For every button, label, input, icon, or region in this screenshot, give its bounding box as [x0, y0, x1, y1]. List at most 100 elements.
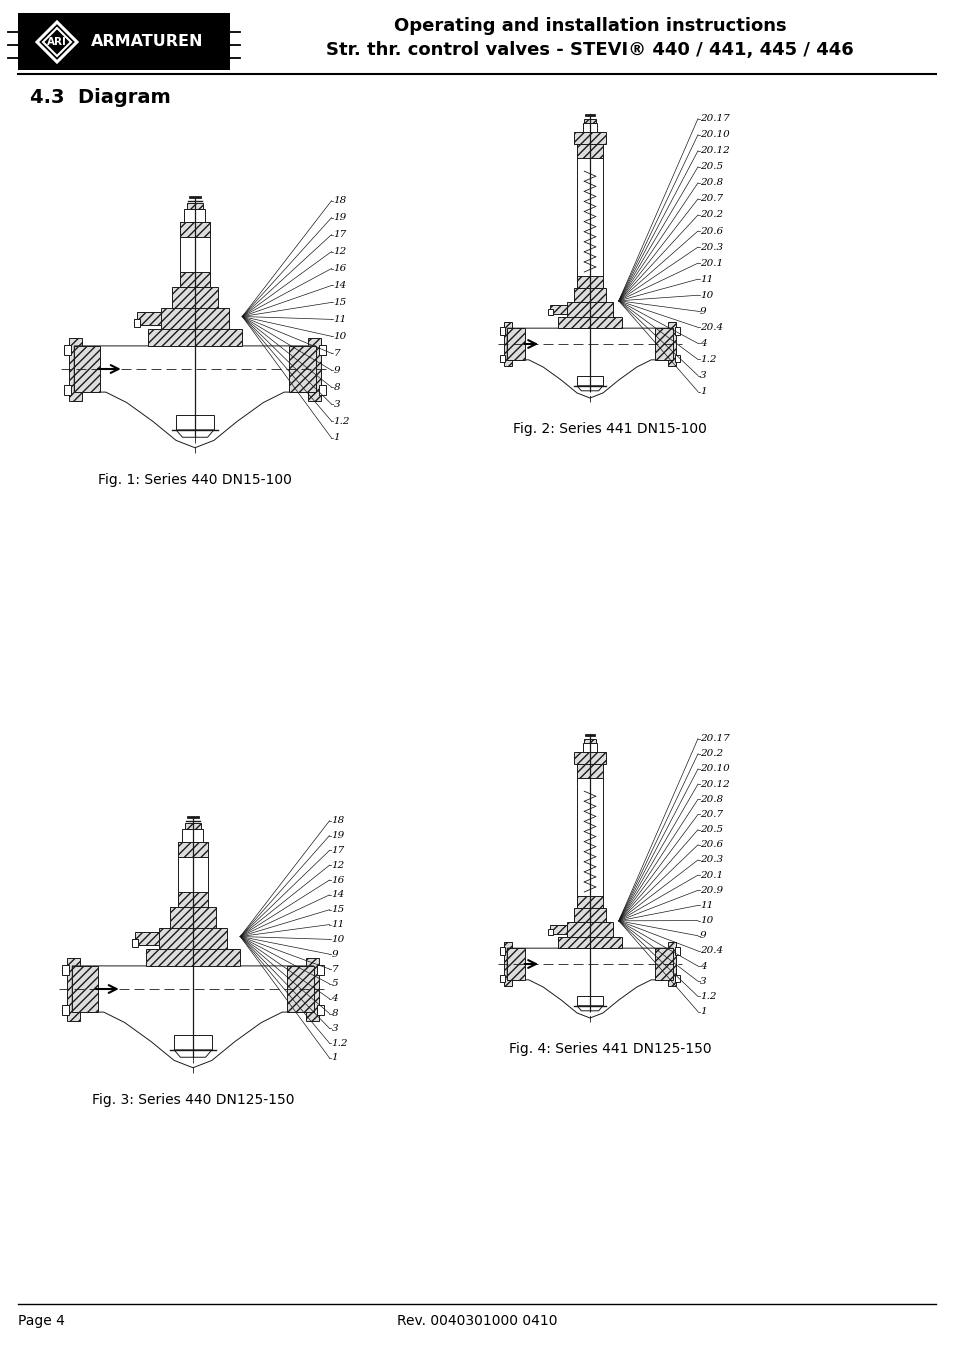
- Polygon shape: [161, 308, 229, 330]
- Bar: [582, 743, 597, 751]
- Polygon shape: [185, 823, 201, 830]
- Text: 16: 16: [331, 875, 344, 885]
- Text: 3: 3: [331, 1024, 337, 1034]
- Polygon shape: [180, 222, 210, 236]
- Text: 8: 8: [331, 1009, 337, 1019]
- Polygon shape: [74, 346, 95, 392]
- Text: 9: 9: [331, 950, 337, 959]
- Polygon shape: [176, 430, 213, 438]
- Polygon shape: [507, 328, 672, 399]
- Text: 5: 5: [331, 979, 337, 989]
- Polygon shape: [137, 312, 161, 324]
- Polygon shape: [178, 842, 208, 857]
- Text: 9: 9: [700, 931, 706, 940]
- Text: 20.7: 20.7: [700, 195, 722, 204]
- Bar: [675, 355, 679, 362]
- Text: 1.2: 1.2: [700, 992, 716, 1001]
- Bar: [316, 965, 324, 975]
- Text: 20.1: 20.1: [700, 258, 722, 267]
- Text: 20.6: 20.6: [700, 227, 722, 235]
- Text: 19: 19: [334, 213, 346, 222]
- Bar: [675, 327, 679, 335]
- Text: 10: 10: [331, 935, 344, 944]
- Bar: [316, 1005, 324, 1015]
- Polygon shape: [557, 316, 621, 328]
- Bar: [184, 209, 205, 222]
- Polygon shape: [507, 948, 525, 979]
- Text: 20.3: 20.3: [700, 855, 722, 865]
- Polygon shape: [178, 893, 208, 907]
- Text: ARI: ARI: [47, 36, 67, 47]
- Text: 3: 3: [334, 400, 340, 408]
- Polygon shape: [180, 273, 210, 288]
- Text: 9: 9: [334, 366, 340, 374]
- Polygon shape: [550, 925, 566, 934]
- Text: 10: 10: [700, 916, 713, 925]
- Text: 12: 12: [331, 861, 344, 870]
- Bar: [173, 1035, 212, 1050]
- Polygon shape: [577, 1005, 602, 1011]
- Text: 15: 15: [334, 299, 346, 307]
- Text: 10: 10: [700, 290, 713, 300]
- Text: Fig. 1: Series 440 DN15-100: Fig. 1: Series 440 DN15-100: [98, 473, 292, 486]
- Text: 20.5: 20.5: [700, 162, 722, 172]
- Text: 18: 18: [331, 816, 344, 825]
- Polygon shape: [159, 928, 227, 950]
- Text: 17: 17: [334, 230, 346, 239]
- Polygon shape: [507, 948, 521, 979]
- Polygon shape: [135, 932, 159, 944]
- Text: 20.5: 20.5: [700, 825, 722, 834]
- Text: 20.17: 20.17: [700, 113, 729, 123]
- Text: Str. thr. control valves - STEVI® 440 / 441, 445 / 446: Str. thr. control valves - STEVI® 440 / …: [326, 41, 853, 59]
- Bar: [18, 14, 230, 70]
- Polygon shape: [566, 923, 613, 936]
- Text: 20.2: 20.2: [700, 211, 722, 219]
- Bar: [582, 123, 597, 131]
- Bar: [62, 1005, 69, 1015]
- Text: 1: 1: [331, 1054, 337, 1062]
- Text: 1: 1: [700, 1006, 706, 1016]
- Text: 20.6: 20.6: [700, 840, 722, 850]
- Text: Page 4: Page 4: [18, 1315, 65, 1328]
- Text: 11: 11: [334, 315, 346, 324]
- Polygon shape: [577, 386, 602, 390]
- Text: 3: 3: [700, 372, 706, 380]
- Polygon shape: [550, 305, 566, 313]
- Polygon shape: [503, 323, 512, 366]
- Polygon shape: [74, 346, 100, 392]
- Text: 9: 9: [700, 307, 706, 316]
- Polygon shape: [172, 288, 218, 308]
- Polygon shape: [574, 751, 605, 763]
- Text: 20.10: 20.10: [700, 765, 729, 773]
- Text: 1.2: 1.2: [700, 355, 716, 363]
- Polygon shape: [69, 338, 82, 400]
- Polygon shape: [74, 346, 315, 447]
- Polygon shape: [72, 966, 93, 1012]
- Bar: [499, 975, 504, 982]
- Bar: [62, 965, 69, 975]
- Bar: [577, 763, 602, 908]
- Polygon shape: [583, 739, 595, 743]
- Text: 12: 12: [334, 247, 346, 257]
- Text: 1: 1: [334, 434, 340, 443]
- Polygon shape: [577, 896, 602, 908]
- Polygon shape: [574, 288, 605, 303]
- Bar: [548, 929, 552, 935]
- Polygon shape: [577, 143, 602, 158]
- Text: 20.8: 20.8: [700, 178, 722, 188]
- Bar: [176, 415, 213, 430]
- Text: 11: 11: [331, 920, 344, 929]
- Text: 8: 8: [334, 382, 340, 392]
- Polygon shape: [507, 328, 521, 359]
- Polygon shape: [577, 763, 602, 778]
- Bar: [64, 345, 71, 355]
- Polygon shape: [507, 948, 672, 1019]
- Polygon shape: [289, 346, 315, 392]
- Polygon shape: [287, 966, 314, 1012]
- Polygon shape: [574, 908, 605, 923]
- Bar: [64, 385, 71, 396]
- Polygon shape: [566, 303, 613, 316]
- Polygon shape: [583, 119, 595, 123]
- Bar: [134, 319, 140, 327]
- Polygon shape: [658, 328, 672, 359]
